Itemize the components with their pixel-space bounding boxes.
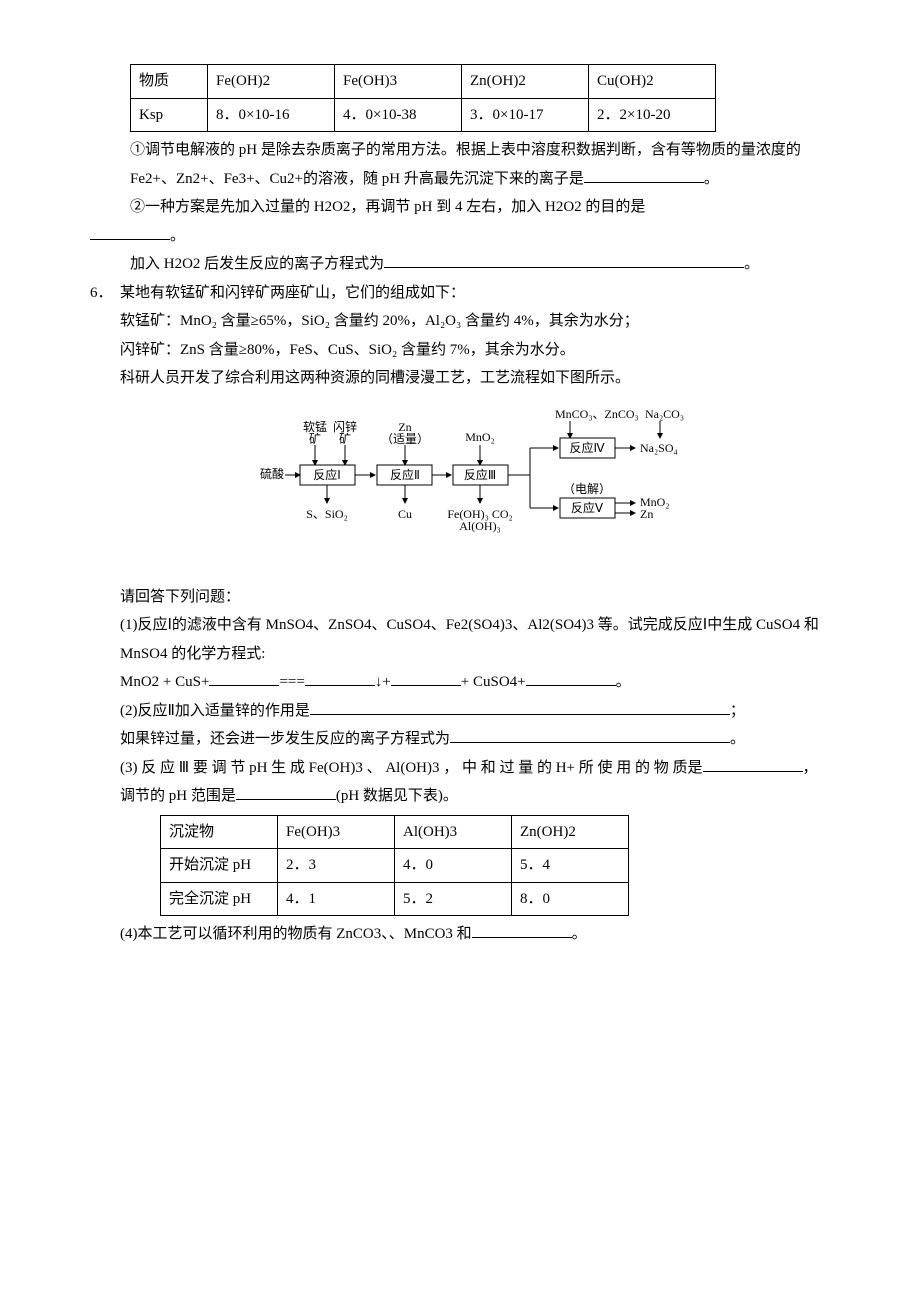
ph-table: 沉淀物Fe(OH)3Al(OH)3Zn(OH)2 开始沉淀 pH2．34．05．… (160, 815, 629, 917)
table-header-cell: Cu(OH)2 (589, 65, 716, 99)
table-cell: Ksp (131, 98, 208, 132)
lbl-electrolysis: （电解） (563, 482, 611, 496)
q6-3a: (3) 反 应 Ⅲ 要 调 节 pH 生 成 Fe(OH)3 、 Al(OH)3… (120, 754, 830, 811)
lbl-mno2: MnO₂ (465, 430, 495, 444)
p3: 加入 H2O2 后发生反应的离子方程式为 。 (90, 250, 830, 279)
q6-1b: MnO2 + CuS+===↓++ CuSO4+。 (120, 668, 830, 697)
table-header-cell: Fe(OH)3 (278, 815, 395, 849)
table-cell: 4．0×10-38 (335, 98, 462, 132)
p2: ②一种方案是先加入过量的 H2O2，再调节 pH 到 4 左右，加入 H2O2 … (90, 193, 830, 222)
lbl-zn-ore: 闪锌矿 (333, 420, 357, 446)
lbl-r2: 反应Ⅱ (390, 467, 420, 482)
table-header-cell: Fe(OH)2 (208, 65, 335, 99)
lbl-r1: 反应Ⅰ (313, 467, 341, 482)
q6: 6． 某地有软锰矿和闪锌矿两座矿山，它们的组成如下： 软锰矿：MnO₂ 含量≥6… (90, 279, 830, 949)
lbl-r5: 反应Ⅴ (571, 500, 604, 515)
q6-q: 请回答下列问题： (120, 583, 830, 612)
table-header-cell: 沉淀物 (161, 815, 278, 849)
q6-2a: (2)反应Ⅱ加入适量锌的作用是； (120, 697, 830, 726)
p2-suffix: 。 (170, 228, 185, 244)
lbl-cu: Cu (398, 507, 412, 521)
p3-prefix: 加入 H2O2 后发生反应的离子方程式为 (130, 256, 384, 272)
lbl-zn-out: Zn (640, 507, 653, 521)
q6-num: 6． (90, 279, 120, 949)
q6-intro: 某地有软锰矿和闪锌矿两座矿山，它们的组成如下： (120, 279, 830, 308)
lbl-mnco3: MnCO₃、ZnCO₃ (555, 407, 639, 421)
table-cell: 4．1 (278, 882, 395, 916)
lbl-sulfuric: 硫酸 (260, 466, 284, 481)
table-cell: 完全沉淀 pH (161, 882, 278, 916)
p1-blank (584, 182, 704, 183)
table-header-cell: Zn(OH)2 (512, 815, 629, 849)
q6-4: (4)本工艺可以循环利用的物质有 ZnCO3、、MnCO3 和。 (120, 920, 830, 949)
p3-blank (384, 267, 744, 268)
p3-suffix: 。 (744, 256, 759, 272)
table-cell: 4．0 (395, 849, 512, 883)
p1-text: ①调节电解液的 pH 是除去杂质离子的常用方法。根据上表中溶度积数据判断，含有等… (130, 142, 801, 187)
q6-1a: (1)反应Ⅰ的滤液中含有 MnSO4、ZnSO4、CuSO4、Fe2(SO4)3… (120, 611, 830, 668)
lbl-na2so4: Na₂SO₄ (640, 441, 678, 455)
table-cell: 2．2×10-20 (589, 98, 716, 132)
q6-l3: 科研人员开发了综合利用这两种资源的同槽浸漫工艺，工艺流程如下图所示。 (120, 364, 830, 393)
q6-2b: 如果锌过量，还会进一步发生反应的离子方程式为。 (120, 725, 830, 754)
table-cell: 3．0×10-17 (462, 98, 589, 132)
table-cell: 5．2 (395, 882, 512, 916)
table-cell: 开始沉淀 pH (161, 849, 278, 883)
lbl-na2co3: Na₂CO₃ (645, 407, 684, 421)
table-cell: 8．0 (512, 882, 629, 916)
lbl-feoh3: Fe(OH)₃ CO₂Al(OH)₃ (447, 507, 512, 533)
p1: ①调节电解液的 pH 是除去杂质离子的常用方法。根据上表中溶度积数据判断，含有等… (90, 136, 830, 193)
flow-diagram: 软锰矿 闪锌矿 Zn（适量） MnO₂ MnCO₃、ZnCO₃ Na₂CO₃ 硫… (245, 403, 705, 573)
p1-suffix: 。 (704, 171, 719, 187)
lbl-s-sio2: S、SiO₂ (306, 507, 348, 521)
table-header-cell: Al(OH)3 (395, 815, 512, 849)
p2-blank-row: 。 (90, 222, 830, 251)
p2-blank (90, 239, 170, 240)
lbl-r4: 反应Ⅳ (569, 440, 604, 455)
table-cell: 8．0×10-16 (208, 98, 335, 132)
lbl-zn: Zn（适量） (381, 420, 429, 446)
lbl-r3: 反应Ⅲ (464, 467, 496, 482)
p2-text: ②一种方案是先加入过量的 H2O2，再调节 pH 到 4 左右，加入 H2O2 … (130, 199, 645, 215)
q6-l2: 闪锌矿：ZnS 含量≥80%，FeS、CuS、SiO₂ 含量约 7%，其余为水分… (120, 336, 830, 365)
table-cell: 5．4 (512, 849, 629, 883)
lbl-soft-mn: 软锰矿 (303, 419, 327, 446)
table-header-cell: Fe(OH)3 (335, 65, 462, 99)
table-header-cell: 物质 (131, 65, 208, 99)
q6-l1: 软锰矿：MnO₂ 含量≥65%，SiO₂ 含量约 20%，Al₂O₃ 含量约 4… (120, 307, 830, 336)
table-header-cell: Zn(OH)2 (462, 65, 589, 99)
table-cell: 2．3 (278, 849, 395, 883)
ksp-table: 物质Fe(OH)2Fe(OH)3Zn(OH)2Cu(OH)2 Ksp8．0×10… (130, 64, 716, 132)
